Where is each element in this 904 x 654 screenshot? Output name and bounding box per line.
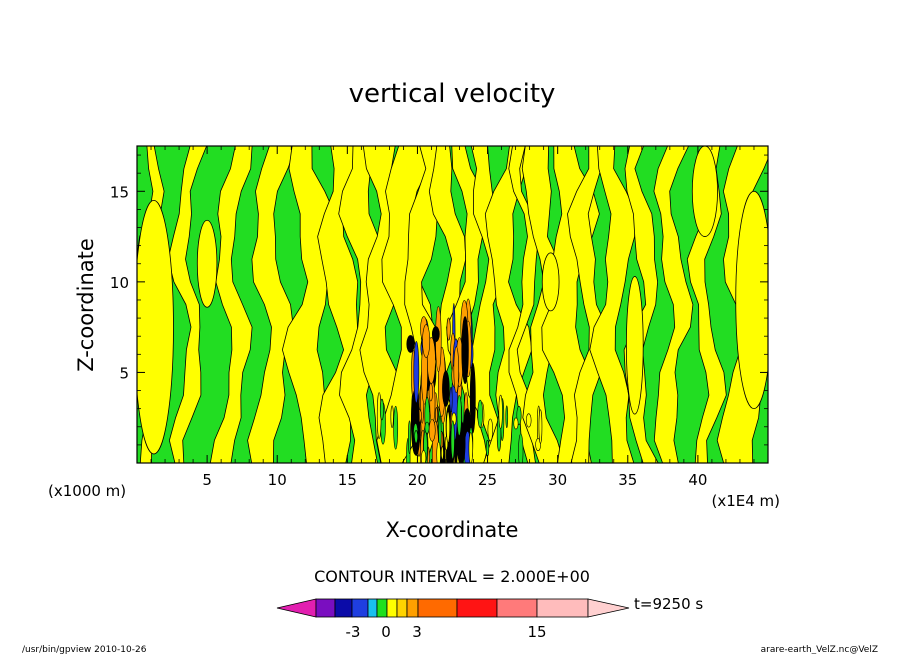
fine-cell bbox=[505, 405, 509, 429]
convective-cell bbox=[413, 341, 420, 404]
positive-band bbox=[167, 146, 207, 463]
x-tick-label: 15 bbox=[338, 471, 357, 489]
colorbar-segment bbox=[396, 598, 408, 618]
colorbar-label: 0 bbox=[381, 623, 391, 641]
x-tick-label: 30 bbox=[548, 471, 567, 489]
y-tick-label: 15 bbox=[110, 183, 129, 201]
fine-cell bbox=[485, 439, 490, 457]
colorbar-segment bbox=[351, 598, 369, 618]
fine-cell bbox=[393, 405, 399, 450]
fine-cell bbox=[477, 399, 483, 428]
positive-band bbox=[589, 146, 637, 463]
plot-area bbox=[137, 146, 768, 463]
convective-cell bbox=[422, 324, 431, 358]
positive-lobe bbox=[541, 252, 560, 312]
fine-cell bbox=[440, 446, 444, 460]
x-tick-label: 40 bbox=[688, 471, 707, 489]
x-axis-label: X-coordinate bbox=[386, 518, 519, 542]
fine-cell bbox=[421, 450, 427, 463]
chart-title: vertical velocity bbox=[349, 79, 556, 109]
x-tick-label: 25 bbox=[478, 471, 497, 489]
x-tick-label: 20 bbox=[408, 471, 427, 489]
convective-cell bbox=[453, 346, 460, 394]
colorbar-segment bbox=[536, 598, 589, 618]
fine-cell bbox=[513, 417, 519, 430]
convective-cell bbox=[428, 383, 433, 402]
convective-core bbox=[376, 298, 543, 463]
y-tick-label: 5 bbox=[119, 364, 129, 382]
colorbar-label: 15 bbox=[527, 623, 546, 641]
convective-cell bbox=[442, 370, 450, 407]
x-unit-right: (x1E4 m) bbox=[711, 492, 780, 510]
colorbar-segment bbox=[376, 598, 388, 618]
footer-left: /usr/bin/gpview 2010-10-26 bbox=[22, 645, 147, 654]
convective-cell bbox=[449, 386, 453, 413]
colorbar-segment bbox=[496, 598, 538, 618]
fine-cell bbox=[456, 394, 462, 436]
fine-cell bbox=[525, 413, 532, 428]
colorbar-end-right bbox=[587, 598, 630, 618]
colorbar-segment bbox=[456, 598, 498, 618]
fine-cell bbox=[498, 394, 503, 429]
x-tick-label: 5 bbox=[202, 471, 212, 489]
fine-cell bbox=[450, 420, 455, 460]
fine-cell bbox=[408, 420, 411, 454]
fine-cell bbox=[446, 411, 451, 443]
y-axis-label: Z-coordinate bbox=[74, 238, 98, 372]
fine-cell bbox=[535, 438, 541, 452]
positive-band bbox=[686, 146, 727, 463]
positive-band bbox=[247, 146, 297, 463]
colorbar-label: -3 bbox=[346, 623, 361, 641]
convective-cell bbox=[461, 316, 469, 385]
x-axis: 5 10 15 20 25 30 35 40 bbox=[150, 146, 755, 489]
convective-cell bbox=[406, 335, 415, 353]
x-unit-left: (x1000 m) bbox=[48, 482, 126, 500]
positive-lobe bbox=[691, 146, 718, 237]
colorbar-end-left bbox=[276, 598, 317, 618]
footer-right: arare-earth_VelZ.nc@VelZ bbox=[761, 645, 878, 654]
colorbar-segment bbox=[334, 598, 353, 618]
colorbar-segment bbox=[367, 598, 378, 618]
fine-cell bbox=[538, 409, 543, 444]
positive-lobe bbox=[625, 276, 644, 415]
colorbar-segment bbox=[406, 598, 419, 618]
fine-cell bbox=[390, 405, 394, 428]
fine-cell bbox=[379, 398, 384, 421]
positive-lobe bbox=[735, 190, 768, 410]
contour-interval-label: CONTOUR INTERVAL = 2.000E+00 bbox=[314, 567, 590, 586]
positive-lobe bbox=[196, 219, 218, 308]
positive-band bbox=[653, 146, 694, 463]
fine-cell bbox=[414, 430, 418, 444]
colorbar-label: 3 bbox=[412, 623, 422, 641]
x-tick-label: 10 bbox=[268, 471, 287, 489]
fine-cell bbox=[424, 421, 430, 434]
convective-cell bbox=[469, 362, 476, 434]
x-tick-label: 35 bbox=[618, 471, 637, 489]
convective-cell bbox=[431, 326, 440, 343]
colorbar-segment bbox=[315, 598, 336, 618]
positive-lobe bbox=[137, 199, 174, 455]
y-axis: 5 10 15 bbox=[110, 154, 768, 446]
colorbar-segment bbox=[417, 598, 458, 618]
fine-cell bbox=[487, 418, 494, 442]
convective-cell bbox=[435, 407, 438, 423]
time-label: t=9250 s bbox=[634, 595, 703, 613]
positive-band bbox=[521, 146, 568, 463]
plot-frame bbox=[136, 145, 769, 464]
fine-cell bbox=[518, 433, 524, 463]
positive-bands bbox=[137, 146, 768, 463]
colorbar-segment bbox=[386, 598, 398, 618]
fine-cell bbox=[468, 432, 473, 463]
fine-cell bbox=[436, 441, 441, 463]
convective-cell bbox=[428, 419, 436, 442]
positive-band bbox=[209, 146, 253, 463]
colorbar: -3 0 3 15 bbox=[276, 598, 630, 641]
y-tick-label: 10 bbox=[110, 274, 129, 292]
convective-cell bbox=[446, 317, 451, 341]
